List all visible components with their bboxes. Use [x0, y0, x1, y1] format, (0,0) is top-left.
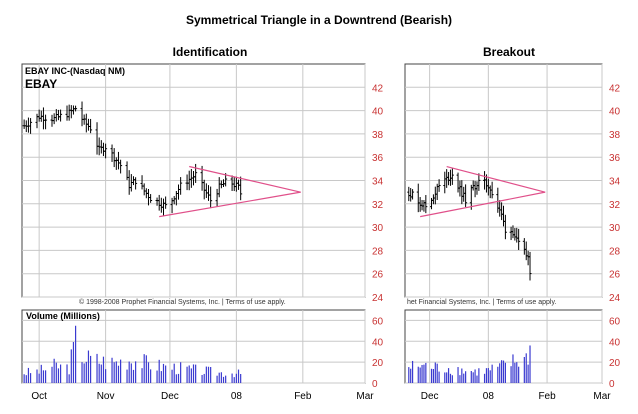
- x-tick-label: Oct: [31, 391, 47, 402]
- volume-tick-label: 0: [372, 379, 378, 390]
- price-tick-label: 24: [609, 293, 621, 304]
- volume-tick-label: 60: [372, 316, 384, 327]
- price-tick-label: 26: [609, 270, 621, 281]
- volume-tick-label: 20: [372, 358, 384, 369]
- copyright-note-right: het Financial Systems, Inc. | Terms of u…: [407, 299, 556, 306]
- price-tick-label: 30: [372, 223, 384, 234]
- price-tick-label: 40: [609, 107, 621, 118]
- price-tick-label: 32: [372, 200, 384, 211]
- x-tick-label: Mar: [593, 391, 611, 402]
- ticker-symbol: EBAY: [25, 77, 57, 91]
- price-tick-label: 28: [372, 246, 384, 257]
- volume-title: Volume (Millions): [26, 311, 100, 321]
- price-tick-label: 34: [609, 177, 621, 188]
- copyright-note-left: © 1998-2008 Prophet Financial Systems, I…: [79, 298, 286, 306]
- x-tick-label: 08: [231, 391, 243, 402]
- triangle-trendline-upper: [189, 165, 301, 193]
- triangle-trendline-lower: [159, 191, 301, 218]
- volume-tick-label: 40: [372, 337, 384, 348]
- price-tick-label: 28: [609, 246, 621, 257]
- x-tick-label: Nov: [97, 391, 115, 402]
- price-tick-label: 30: [609, 223, 621, 234]
- price-tick-label: 38: [372, 130, 384, 141]
- triangle-trendline-lower: [420, 191, 546, 218]
- ticker-name: EBAY INC-(Nasdaq NM): [25, 66, 125, 76]
- price-tick-label: 32: [609, 200, 621, 211]
- volume-tick-label: 0: [609, 379, 615, 390]
- price-tick-label: 42: [372, 83, 384, 94]
- price-tick-label: 40: [372, 107, 384, 118]
- chart-title: Symmetrical Triangle in a Downtrend (Bea…: [185, 13, 453, 27]
- panel-title-breakout: Breakout: [482, 45, 535, 59]
- x-tick-label: 08: [483, 391, 495, 402]
- x-tick-label: Feb: [294, 391, 312, 402]
- price-tick-label: 42: [609, 83, 621, 94]
- x-tick-label: Mar: [356, 391, 374, 402]
- volume-tick-label: 20: [609, 358, 621, 369]
- triangle-trendline-upper: [446, 165, 546, 193]
- x-tick-label: Feb: [538, 391, 556, 402]
- x-tick-label: Dec: [161, 391, 179, 402]
- price-tick-label: 24: [372, 293, 384, 304]
- price-tick-label: 36: [372, 153, 384, 164]
- price-tick-label: 36: [609, 153, 621, 164]
- price-tick-label: 26: [372, 270, 384, 281]
- price-tick-label: 34: [372, 177, 384, 188]
- price-tick-label: 38: [609, 130, 621, 141]
- x-tick-label: Dec: [421, 391, 439, 402]
- volume-tick-label: 40: [609, 337, 621, 348]
- volume-tick-label: 60: [609, 316, 621, 327]
- panel-title-identification: Identification: [172, 45, 248, 59]
